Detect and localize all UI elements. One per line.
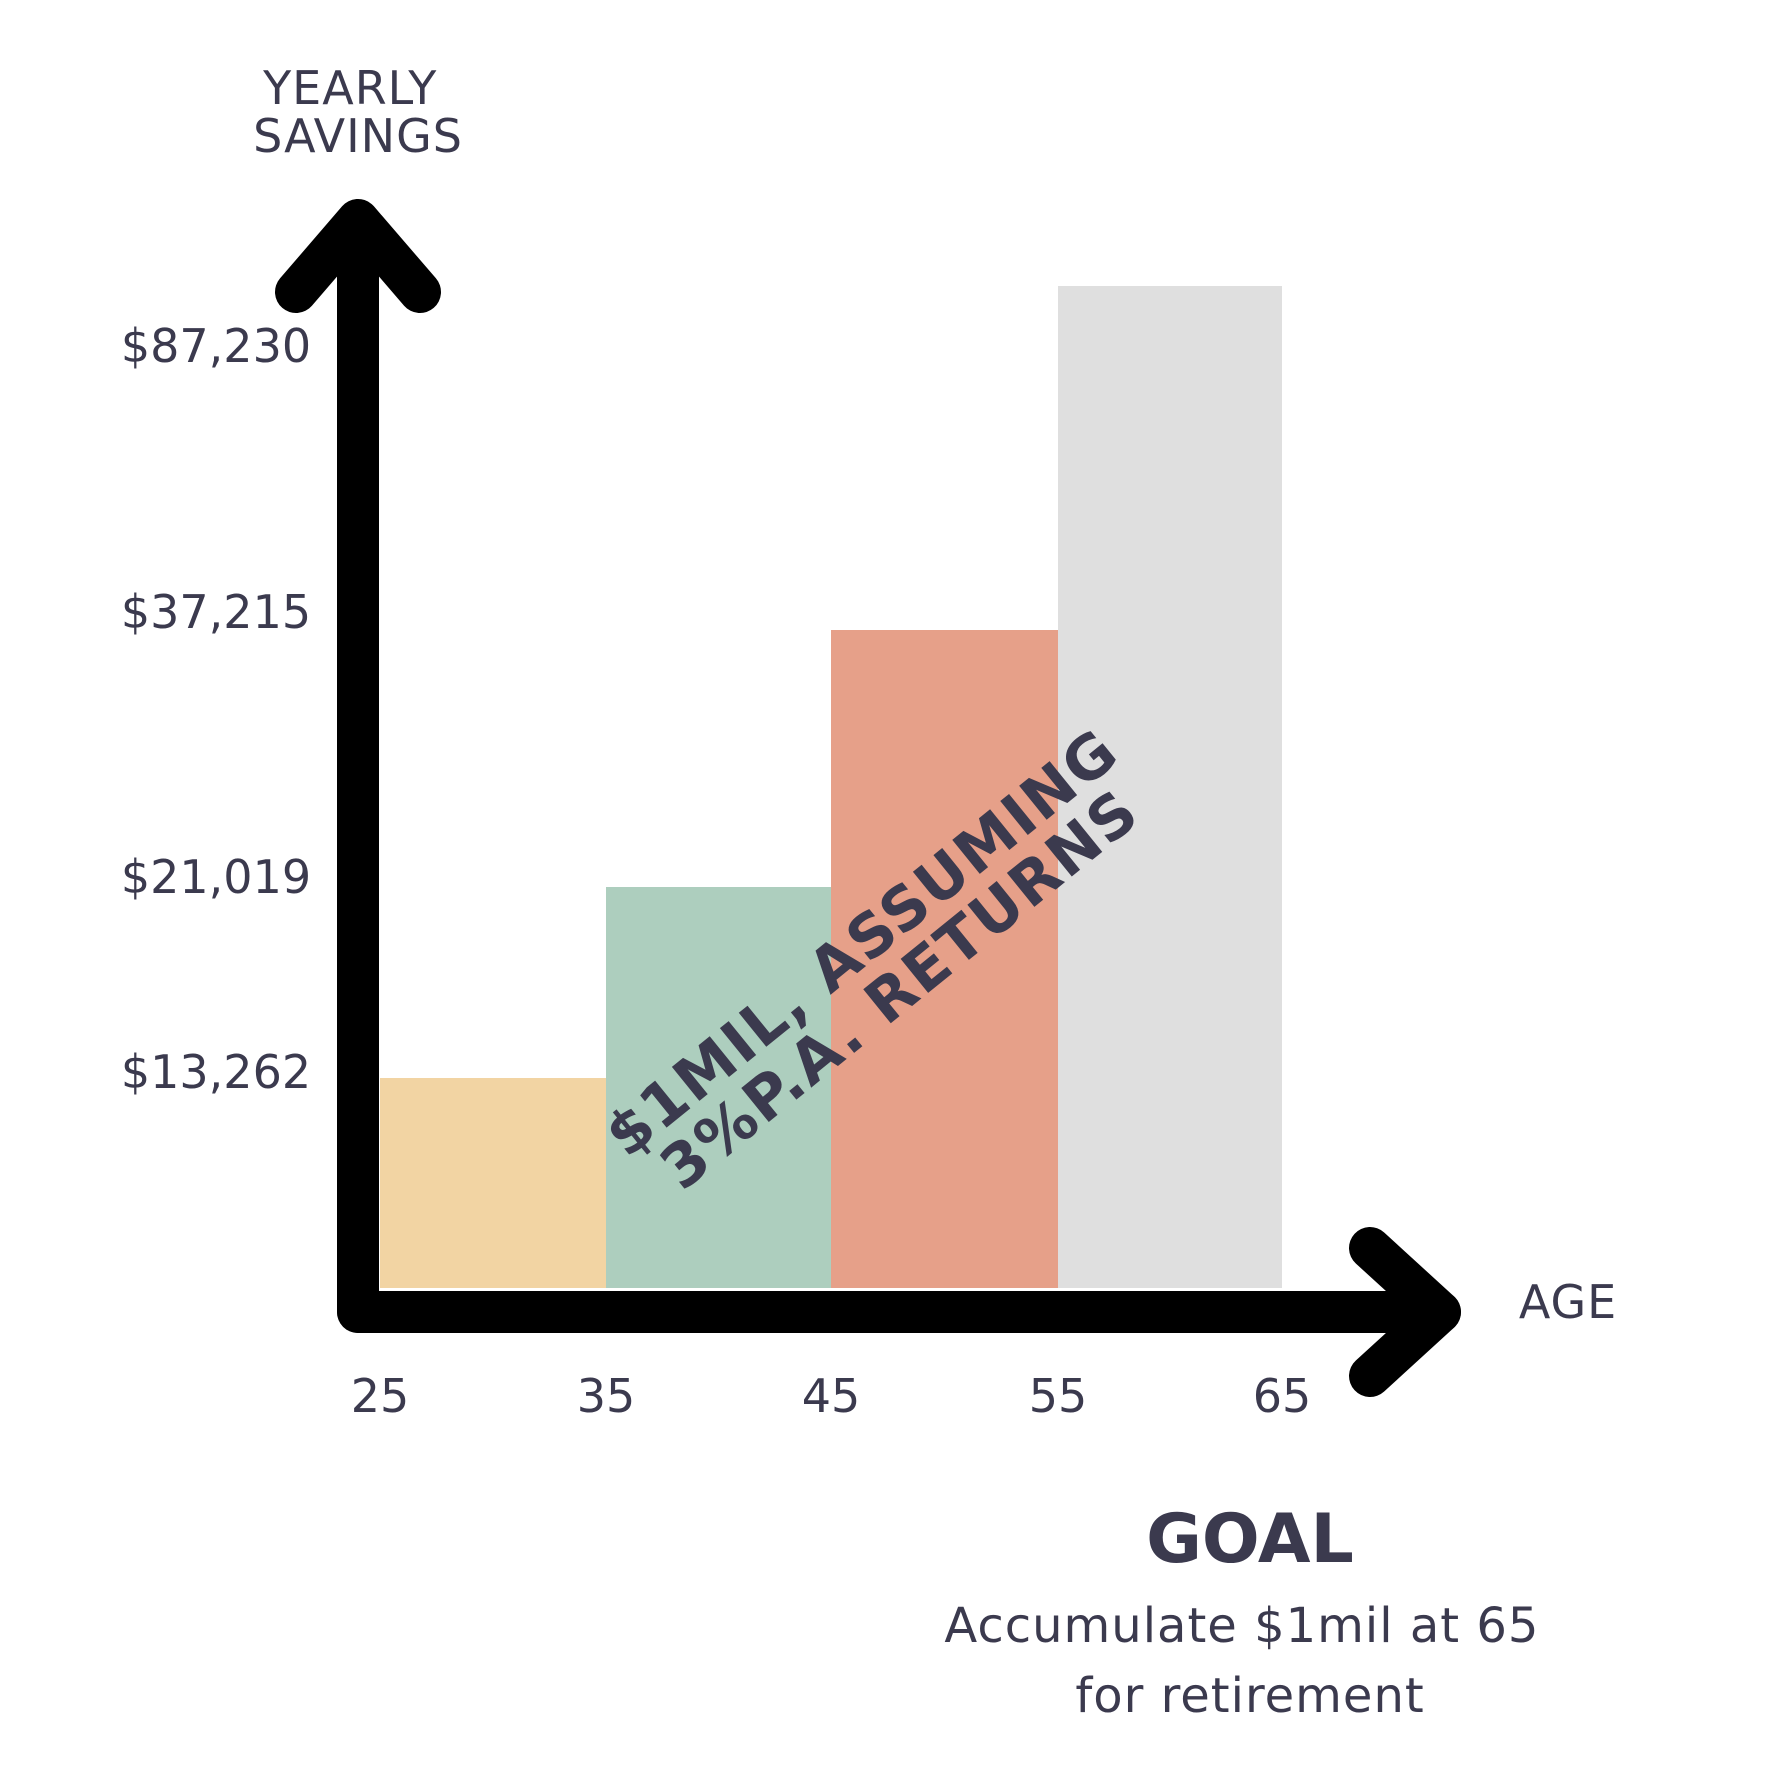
- y-axis-title: YEARLY SAVINGS: [253, 61, 463, 163]
- y-ticks: $87,230 $37,215 $21,019 $13,262: [121, 319, 311, 1099]
- y-axis-title-line-2: SAVINGS: [253, 109, 463, 163]
- bars-layer: [380, 286, 1282, 1288]
- x-axis-arrowhead: [1349, 1227, 1461, 1397]
- x-tick-label: 35: [577, 1369, 636, 1423]
- y-axis-arrowhead: [275, 199, 441, 313]
- x-axis-title: AGE: [1519, 1275, 1617, 1329]
- y-tick-label: $37,215: [121, 585, 311, 639]
- goal-title: GOAL: [1146, 1500, 1354, 1579]
- x-tick-label: 55: [1029, 1369, 1088, 1423]
- y-axis-title-line-1: YEARLY: [262, 61, 437, 115]
- bar-age-45-55: [831, 630, 1058, 1288]
- bar-age-35-45: [606, 887, 831, 1288]
- bar-age-25-35: [380, 1078, 606, 1288]
- x-tick-label: 45: [802, 1369, 861, 1423]
- axes: [275, 199, 1461, 1397]
- goal-text-line-2: for retirement: [1075, 1668, 1424, 1724]
- goal-text-line-1: Accumulate $1mil at 65: [944, 1598, 1539, 1654]
- x-ticks: 25 35 45 55 65: [351, 1369, 1312, 1423]
- bar-age-55-65: [1058, 286, 1282, 1288]
- x-tick-label: 25: [351, 1369, 410, 1423]
- goal-text: Accumulate $1mil at 65 for retirement: [944, 1598, 1555, 1724]
- x-tick-label: 65: [1253, 1369, 1312, 1423]
- y-tick-label: $87,230: [121, 319, 311, 373]
- y-tick-label: $13,262: [121, 1045, 311, 1099]
- y-tick-label: $21,019: [121, 850, 311, 904]
